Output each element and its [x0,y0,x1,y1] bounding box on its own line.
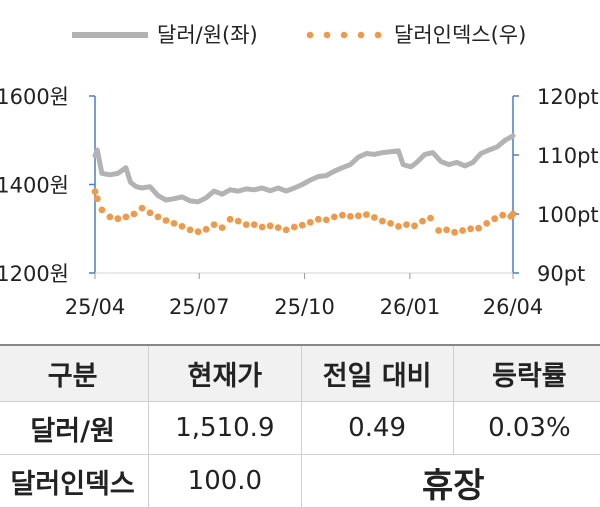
right-tick-label: 100pt [537,203,599,227]
legend-dot [374,31,382,39]
dxy-point [106,213,114,221]
dxy-point [266,222,274,230]
legend-swatch-dxy [306,31,382,39]
dxy-point [451,228,458,236]
dxy-point [274,224,282,232]
market-closed-cell: 휴장 [300,454,600,508]
dxy-point [170,220,178,227]
dxy-point [467,225,474,233]
col-header-category: 구분 [0,344,150,402]
dxy-point [258,223,266,231]
dxy-point [419,217,426,225]
dxy-point [138,204,146,212]
change-cell: 0.49 [300,401,454,455]
dxy-point [330,213,338,221]
dxy-point [91,188,99,196]
dxy-point [178,223,186,230]
dxy-point [146,209,154,217]
dxy-point [114,215,122,223]
dxy-point [93,195,101,203]
usdkrw-line [92,133,516,205]
dxy-point [290,223,298,231]
x-tick-label: 26/01 [380,295,441,319]
rate-cell: 0.03% [452,401,600,455]
legend-dot [340,31,348,39]
legend-label-dxy: 달러인덱스(우) [394,23,526,47]
left-tick-label: 1600원 [0,85,69,109]
right-tick-label: 120pt [537,85,599,109]
dxy-point [475,224,482,232]
dxy-point [435,227,442,234]
dxy-point [98,206,106,214]
tick-labels: 1200원 1400원 1600원 90pt 100pt 110pt 120pt 25/04 2… [0,85,599,319]
legend-dot [323,31,331,39]
table-header-row: 구분 현재가 전일 대비 등락률 [0,344,600,402]
col-header-rate: 등락률 [452,344,600,402]
left-tick-label: 1200원 [0,262,69,286]
legend-label-usdkrw: 달러/원(좌) [157,23,258,47]
dxy-point [347,213,354,220]
legend: 달러/원(좌) 달러인덱스(우) [72,23,526,47]
dxy-point [250,221,258,229]
dxy-point [459,227,466,234]
dxy-point [242,221,250,229]
x-tick-label: 25/10 [274,295,335,319]
dxy-point [234,217,242,225]
dxy-point [427,214,434,222]
dxy-point [210,221,218,229]
series-dxy [91,188,517,236]
dxy-point [363,211,370,219]
dxy-point [162,217,170,224]
dxy-point [395,223,402,230]
dxy-point [491,215,499,223]
dxy-point [355,212,362,220]
row-label: 달러인덱스 [0,454,150,508]
price-cell: 100.0 [148,454,302,508]
series-usdkrw [92,133,516,205]
dxy-point [443,226,450,234]
fx-table: 구분 현재가 전일 대비 등락률 달러/원 1,510.9 0.49 0.03%… [0,344,600,508]
fx-chart: 달러/원(좌) 달러인덱스(우) 1200원 1400원 1600원 90pt 100p… [0,23,599,319]
legend-dot [357,31,365,39]
dxy-point [154,213,162,221]
price-cell: 1,510.9 [148,401,302,455]
dxy-point [298,221,306,229]
dxy-point [483,220,491,227]
col-header-change: 전일 대비 [300,344,454,402]
dxy-point [202,225,210,233]
dxy-point [509,210,517,218]
row-label: 달러/원 [0,401,150,455]
dxy-point [122,213,130,221]
right-tick-label: 90pt [537,262,585,286]
dxy-point [130,210,138,218]
right-tick-label: 110pt [537,144,599,168]
left-tick-label: 1400원 [0,174,69,198]
table-row: 달러/원 1,510.9 0.49 0.03% [0,401,600,455]
dxy-point [194,228,202,236]
legend-dot [306,31,314,39]
dxy-point [186,226,194,234]
dxy-point [403,221,410,229]
dxy-point [306,218,314,226]
axes [89,95,519,279]
dxy-point [499,211,507,219]
x-tick-label: 26/04 [483,295,544,319]
dxy-point [411,222,418,230]
dxy-point [371,214,378,221]
dxy-point [379,217,386,225]
dxy-point [314,215,322,223]
table-row: 달러인덱스 100.0 휴장 [0,454,600,508]
dxy-point [387,220,394,227]
x-tick-label: 25/07 [169,295,230,319]
x-tick-label: 25/04 [65,295,126,319]
dxy-point [218,224,226,232]
col-header-price: 현재가 [148,344,302,402]
dxy-point [282,226,290,234]
dxy-point [226,215,234,223]
dxy-point [339,211,346,219]
dxy-point [322,216,330,224]
